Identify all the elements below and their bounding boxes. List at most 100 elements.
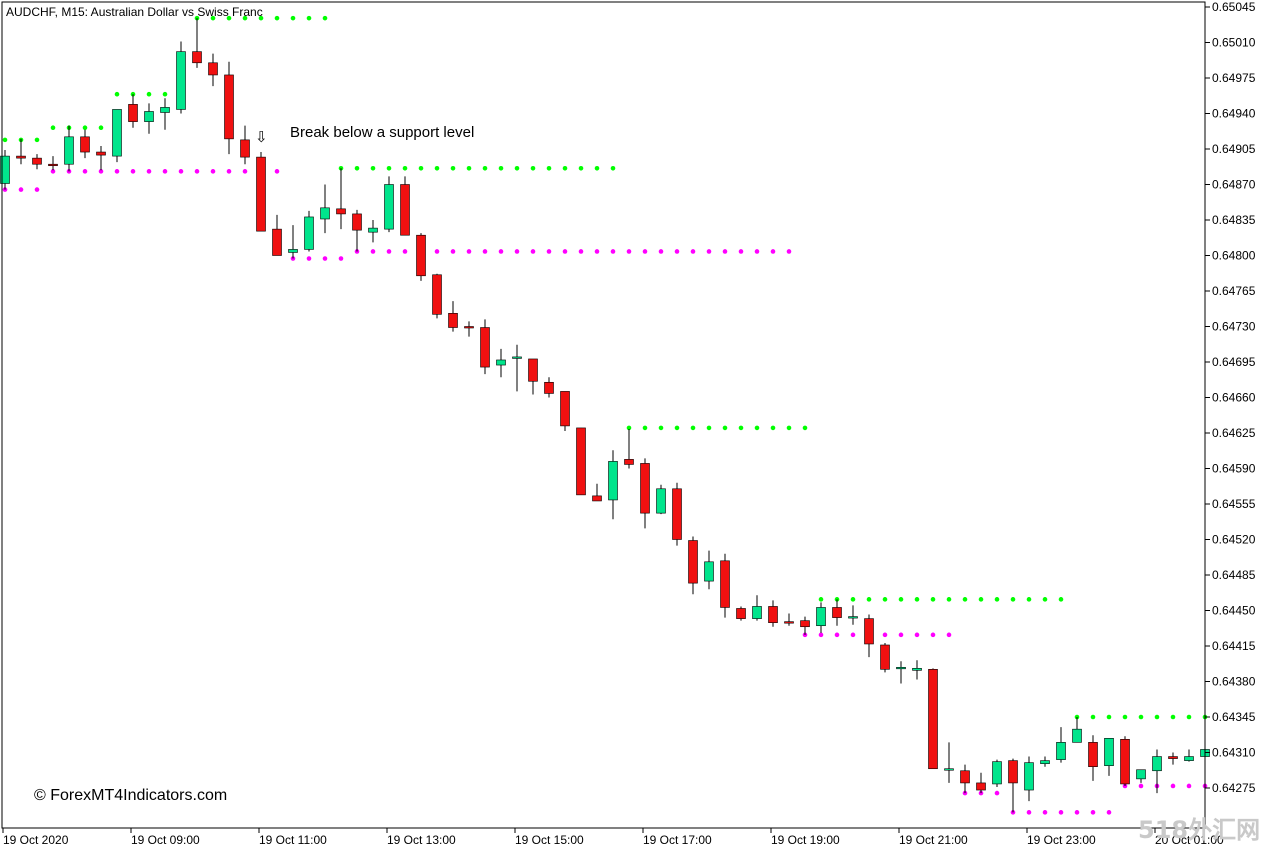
resistance-dot xyxy=(402,165,408,171)
bull-candle xyxy=(816,607,826,627)
plot-border xyxy=(1,1,1206,829)
support-dot xyxy=(946,632,952,638)
price-tick-label: 0.65010 xyxy=(1212,36,1256,50)
resistance-dot xyxy=(946,597,952,602)
resistance-dot xyxy=(482,165,488,171)
support-dot xyxy=(514,249,520,254)
bear-candle xyxy=(80,136,90,153)
resistance-dot xyxy=(130,91,136,97)
resistance-dot xyxy=(866,597,872,602)
bull-candle xyxy=(1072,728,1082,743)
support-dot xyxy=(754,249,760,254)
support-dot xyxy=(594,249,600,254)
resistance-dot xyxy=(1154,714,1160,720)
resistance-dot xyxy=(434,165,440,171)
price-tick-label: 0.64765 xyxy=(1212,284,1256,298)
bear-candle xyxy=(224,74,234,140)
support-resistance-levels xyxy=(2,15,1208,815)
bear-candle xyxy=(1088,742,1098,767)
resistance-dot xyxy=(146,91,152,97)
bear-candle xyxy=(1008,760,1018,784)
support-dot xyxy=(434,249,440,254)
resistance-dot xyxy=(82,125,88,130)
price-tick-label: 0.64975 xyxy=(1212,71,1256,85)
bear-candle xyxy=(272,228,282,256)
support-dot xyxy=(338,256,344,261)
resistance-dot xyxy=(914,597,920,602)
support-dot xyxy=(274,169,280,174)
resistance-dot xyxy=(322,15,328,21)
resistance-dot xyxy=(1010,597,1016,602)
support-dot xyxy=(450,249,456,254)
resistance-dot xyxy=(962,597,968,602)
bear-candle xyxy=(544,381,554,394)
support-dot xyxy=(242,169,248,174)
bear-candle xyxy=(576,427,586,496)
bear-candle xyxy=(960,770,970,784)
support-dot xyxy=(210,169,216,174)
resistance-dot xyxy=(1186,714,1192,720)
resistance-dot xyxy=(450,165,456,171)
bear-candle xyxy=(256,156,266,232)
time-axis: 19 Oct 2020 19 Oct 09:00 19 Oct 11:00 19 Oc… xyxy=(2,828,1224,847)
bear-candle xyxy=(1168,756,1178,759)
resistance-dot xyxy=(850,597,856,602)
resistance-dot xyxy=(770,425,776,431)
price-tick-label: 0.64695 xyxy=(1212,355,1256,369)
resistance-dot xyxy=(690,425,696,431)
resistance-dot xyxy=(498,165,504,171)
resistance-dot xyxy=(994,597,1000,602)
resistance-dot xyxy=(610,165,616,171)
resistance-dot xyxy=(34,137,40,143)
support-dot xyxy=(706,249,712,254)
support-dot xyxy=(914,632,920,638)
resistance-dot xyxy=(882,597,888,602)
bull-candle xyxy=(752,606,762,619)
bear-candle xyxy=(32,157,42,165)
resistance-dot xyxy=(578,165,584,171)
bear-candle xyxy=(880,644,890,670)
bull-candle xyxy=(1184,756,1194,761)
support-dot xyxy=(114,169,120,174)
resistance-dot xyxy=(978,597,984,602)
time-tick-label: 19 Oct 13:00 xyxy=(387,833,456,847)
bear-candle xyxy=(832,607,842,618)
bear-candle xyxy=(928,669,938,770)
bear-candle xyxy=(192,51,202,64)
price-tick-label: 0.64380 xyxy=(1212,675,1256,689)
resistance-dot xyxy=(242,15,248,21)
bear-candle xyxy=(240,139,250,158)
bull-candle xyxy=(496,359,506,366)
watermark: © ForexMT4Indicators.com xyxy=(34,787,227,804)
bear-candle xyxy=(976,782,986,791)
support-dot xyxy=(162,169,168,174)
price-tick-label: 0.64415 xyxy=(1212,639,1256,653)
bear-candle xyxy=(640,463,650,514)
resistance-dot xyxy=(738,425,744,431)
bull-candle xyxy=(176,51,186,110)
bull-candle xyxy=(944,768,954,771)
price-axis: 0.65045 0.65010 0.64975 0.64940 0.64905 0.648… xyxy=(1205,0,1256,795)
support-dot xyxy=(578,249,584,254)
resistance-dot xyxy=(50,125,56,130)
time-tick-label: 19 Oct 11:00 xyxy=(259,833,327,847)
support-dot xyxy=(82,169,88,174)
resistance-dot xyxy=(162,91,168,97)
bear-candle xyxy=(624,459,634,465)
time-tick-label: 19 Oct 21:00 xyxy=(899,833,968,847)
resistance-dot xyxy=(546,165,552,171)
resistance-dot xyxy=(466,165,472,171)
resistance-dot xyxy=(754,425,760,431)
support-dot xyxy=(834,632,840,638)
support-dot xyxy=(402,249,408,254)
support-dot xyxy=(386,249,392,254)
symbol-caption: AUDCHF, M15: Australian Dollar vs Swiss … xyxy=(6,5,263,19)
price-tick-label: 0.64275 xyxy=(1212,781,1256,795)
support-dot xyxy=(562,249,568,254)
resistance-dot xyxy=(642,425,648,431)
bear-candle xyxy=(720,560,730,608)
support-dot xyxy=(18,187,24,192)
resistance-dot xyxy=(114,91,120,97)
bear-candle xyxy=(864,618,874,645)
bull-candle xyxy=(1024,762,1034,791)
